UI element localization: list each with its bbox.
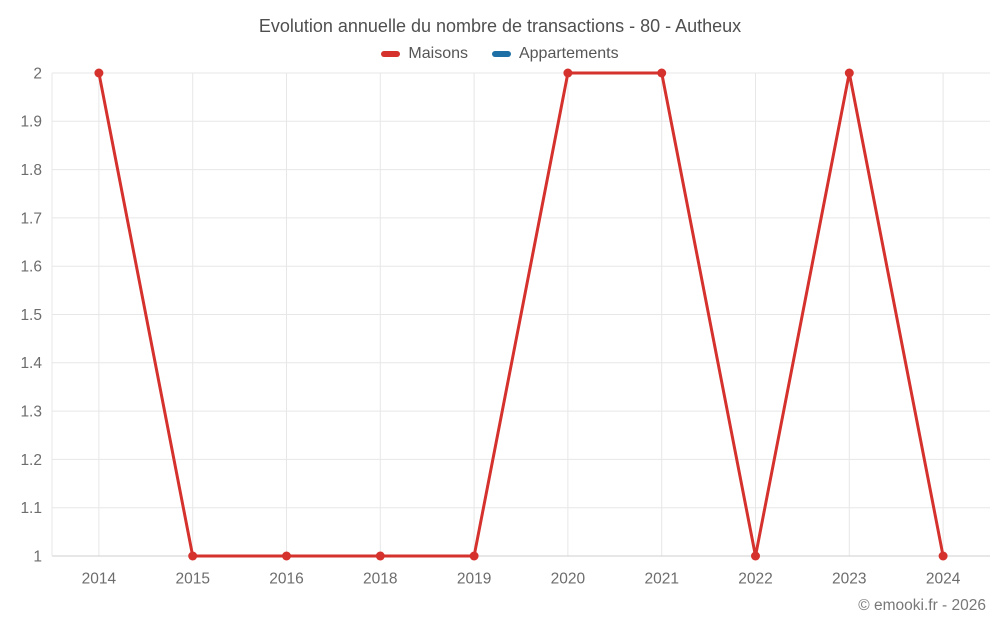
legend-label-appartements: Appartements — [518, 45, 619, 62]
y-tick-label: 1.1 — [20, 500, 42, 517]
x-tick-label: 2016 — [269, 570, 303, 587]
x-tick-label: 2020 — [551, 570, 586, 587]
data-point-2014 — [94, 68, 104, 78]
data-point-2015 — [188, 551, 198, 561]
legend-marker-appartements — [491, 51, 511, 57]
legend-item-appartements[interactable]: Appartements — [491, 45, 619, 63]
x-tick-label: 2015 — [175, 570, 209, 587]
x-tick-label: 2024 — [926, 570, 961, 587]
legend-marker-maisons — [381, 51, 401, 57]
data-point-2023 — [844, 68, 854, 78]
y-tick-label: 1.7 — [20, 210, 42, 227]
data-point-2021 — [657, 68, 667, 78]
chart-title: Evolution annuelle du nombre de transact… — [258, 16, 742, 36]
data-point-2018 — [375, 551, 385, 561]
data-point-2020 — [563, 68, 573, 78]
y-tick-label: 1.2 — [20, 452, 42, 469]
x-tick-label: 2023 — [832, 570, 866, 587]
chart-legend: Maisons Appartements — [0, 45, 1000, 63]
y-tick-label: 1 — [33, 548, 42, 565]
y-tick-label: 1.3 — [20, 404, 42, 421]
x-tick-label: 2018 — [363, 570, 397, 587]
data-point-2016 — [282, 551, 291, 561]
legend-item-maisons[interactable]: Maisons — [381, 45, 468, 63]
y-tick-label: 2 — [33, 65, 42, 82]
y-tick-label: 1.9 — [20, 114, 42, 131]
y-tick-label: 1.8 — [20, 162, 42, 179]
data-point-2022 — [751, 551, 760, 561]
x-tick-label: 2022 — [738, 570, 772, 587]
x-tick-label: 2014 — [82, 570, 117, 587]
x-tick-label: 2019 — [457, 570, 491, 587]
legend-label-maisons: Maisons — [408, 45, 468, 62]
y-tick-label: 1.6 — [20, 259, 42, 276]
y-tick-label: 1.5 — [20, 307, 42, 324]
data-point-2024 — [938, 551, 948, 561]
credit-text: © emooki.fr - 2026 — [858, 597, 986, 614]
data-point-2019 — [469, 551, 479, 561]
y-tick-label: 1.4 — [20, 355, 42, 372]
x-tick-label: 2021 — [644, 570, 678, 587]
series-line-maisons — [97, 71, 945, 558]
